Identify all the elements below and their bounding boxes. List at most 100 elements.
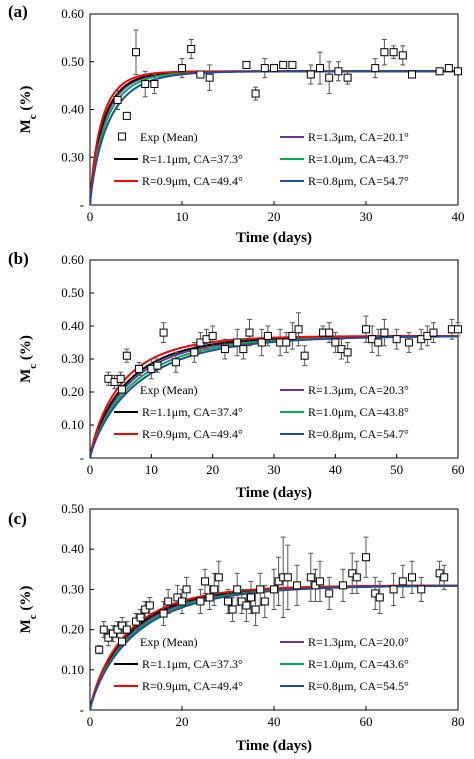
exp-point <box>316 560 324 602</box>
x-tick-label: 10 <box>145 462 158 477</box>
exp-marker <box>141 605 150 614</box>
legend-label-1: R=1.1μm, CA=37.3° <box>142 152 243 166</box>
exp-point <box>150 73 159 95</box>
exp-point <box>429 322 438 343</box>
exp-point <box>288 322 297 350</box>
exp-marker <box>233 338 242 347</box>
x-tick-label: 40 <box>329 462 342 477</box>
exp-point <box>270 64 278 73</box>
exp-point <box>417 576 426 602</box>
exp-marker <box>95 645 104 654</box>
exp-marker <box>116 374 125 383</box>
panel-label: (a) <box>8 2 28 21</box>
exp-marker <box>260 64 269 73</box>
y-tick-label: 0.60 <box>61 252 84 267</box>
exp-marker <box>325 589 334 598</box>
exp-point <box>283 544 292 610</box>
exp-point <box>362 315 370 343</box>
legend-exp-label: Exp (Mean) <box>140 383 198 397</box>
y-tick-label: - <box>80 702 84 717</box>
exp-marker <box>454 325 462 334</box>
legend-exp-marker <box>118 132 126 141</box>
exp-marker <box>306 70 315 79</box>
exp-point <box>339 568 347 602</box>
exp-point <box>208 325 217 347</box>
exp-point <box>164 588 173 615</box>
legend-label-2: R=1.0μm, CA=43.8° <box>308 405 409 419</box>
x-tick-label: 20 <box>176 714 189 729</box>
exp-marker <box>141 80 150 89</box>
exp-marker <box>122 111 131 120</box>
exp-point <box>118 617 127 635</box>
y-tick-label: 0.50 <box>61 285 84 300</box>
exp-point <box>282 332 291 353</box>
exp-point <box>404 332 413 353</box>
exp-point <box>263 325 272 347</box>
x-tick-label: 20 <box>268 209 281 224</box>
exp-marker <box>429 328 438 337</box>
exp-marker <box>408 573 416 582</box>
exp-point <box>245 318 254 347</box>
exp-point <box>352 560 361 594</box>
exp-marker <box>247 593 255 602</box>
exp-point <box>173 584 182 610</box>
exp-point <box>440 564 449 590</box>
legend-exp-label: Exp (Mean) <box>140 130 198 144</box>
exp-marker <box>334 67 343 76</box>
legend: Exp (Mean) R=1.3μm, CA=20.0° R=1.1μm, CA=3… <box>114 635 409 693</box>
exp-point <box>141 70 150 98</box>
exp-marker <box>122 625 131 634</box>
exp-points <box>95 536 449 655</box>
y-axis-title-main: M <box>18 119 34 133</box>
exp-marker <box>263 331 272 340</box>
y-tick-label: 0.60 <box>61 6 84 21</box>
exp-point <box>113 89 122 110</box>
exp-marker <box>454 67 462 76</box>
exp-point <box>306 64 315 85</box>
x-tick-label: 0 <box>87 714 94 729</box>
exp-marker <box>270 64 278 73</box>
exp-point <box>214 560 223 594</box>
exp-point <box>389 572 398 606</box>
y-tick-label: 0.40 <box>61 318 84 333</box>
y-axis-title: Mc (%) <box>18 586 39 634</box>
exp-point <box>380 318 389 347</box>
y-tick-label: 0.20 <box>61 384 84 399</box>
exp-marker <box>214 573 223 582</box>
exp-marker <box>444 64 453 73</box>
y-axis-title: Mc (%) <box>18 335 39 383</box>
x-tick-label: 50 <box>390 462 403 477</box>
exp-point <box>132 613 140 631</box>
y-axis-title-unit: (%) <box>18 586 34 615</box>
exp-marker <box>352 573 361 582</box>
x-tick-label: 40 <box>452 209 465 224</box>
exp-marker <box>224 597 232 606</box>
exp-marker <box>201 577 209 586</box>
x-tick-label: 0 <box>87 462 94 477</box>
exp-marker <box>343 73 352 82</box>
exp-point <box>109 625 117 643</box>
exp-marker <box>371 64 380 73</box>
legend-label-0: R=1.3μm, CA=20.1° <box>308 130 409 144</box>
x-tick-label: 80 <box>452 714 465 729</box>
exp-marker <box>331 338 340 347</box>
exp-marker <box>274 577 283 586</box>
exp-marker <box>159 328 168 337</box>
exp-marker <box>237 597 246 606</box>
exp-point <box>182 576 191 602</box>
exp-point <box>270 568 278 610</box>
exp-point <box>113 621 122 639</box>
exp-marker <box>404 338 413 347</box>
exp-point <box>201 568 209 594</box>
y-tick-label: - <box>80 450 84 465</box>
exp-point <box>260 58 269 79</box>
exp-point <box>132 29 140 75</box>
exp-point <box>228 596 237 623</box>
exp-marker <box>311 581 320 590</box>
y-tick-label: 0.50 <box>61 501 84 516</box>
legend-label-3: R=0.9μm, CA=49.4° <box>142 427 243 441</box>
exp-point <box>196 332 205 353</box>
exp-point <box>374 328 383 357</box>
exp-point <box>260 584 269 619</box>
exp-point <box>145 596 154 615</box>
